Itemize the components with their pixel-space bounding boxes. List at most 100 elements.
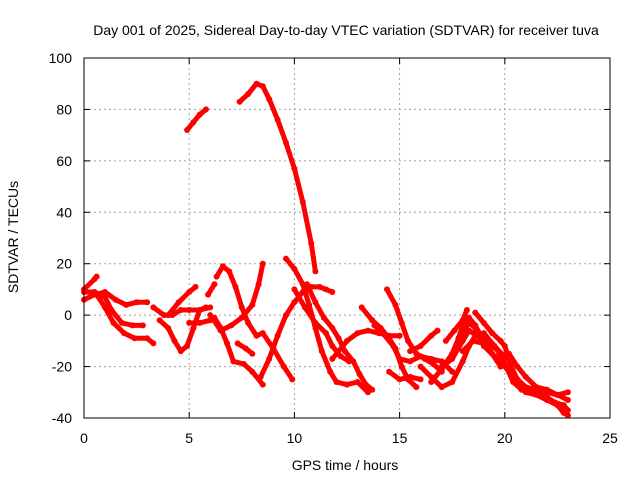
data-point xyxy=(350,358,357,365)
data-point xyxy=(93,291,100,298)
y-tick-label: 80 xyxy=(56,101,72,117)
data-point xyxy=(459,317,466,324)
data-point xyxy=(186,319,193,326)
data-point xyxy=(365,327,371,334)
y-axis-label: SDTVAR / TECUs xyxy=(5,181,21,293)
data-point xyxy=(280,363,287,370)
data-point xyxy=(358,304,365,311)
data-point xyxy=(564,412,571,419)
data-point xyxy=(291,299,298,306)
data-point xyxy=(259,330,266,337)
data-point xyxy=(407,348,414,355)
data-point xyxy=(356,371,363,378)
data-point xyxy=(312,268,319,275)
data-point xyxy=(522,389,529,396)
data-point xyxy=(156,317,163,324)
data-point xyxy=(449,353,456,360)
data-point xyxy=(118,319,125,326)
data-point xyxy=(226,268,233,275)
data-point xyxy=(533,391,540,398)
data-point xyxy=(354,330,361,337)
series-arc-31 xyxy=(459,337,498,355)
series-arc-15 xyxy=(234,340,256,357)
data-point xyxy=(329,289,336,295)
data-point xyxy=(186,289,193,295)
x-axis-label: GPS time / hours xyxy=(292,457,399,473)
data-point xyxy=(522,373,529,380)
grid-lines xyxy=(84,58,610,418)
data-point xyxy=(480,319,487,326)
data-point xyxy=(249,368,256,375)
data-point xyxy=(112,296,119,303)
data-point xyxy=(205,291,212,298)
data-point xyxy=(93,273,100,280)
data-point xyxy=(312,319,319,326)
data-point xyxy=(236,98,243,105)
data-point xyxy=(318,348,325,355)
series-line xyxy=(443,307,470,344)
data-point xyxy=(491,353,498,360)
data-point xyxy=(196,111,203,118)
data-point xyxy=(259,381,266,388)
data-point xyxy=(190,119,197,126)
data-point xyxy=(192,283,199,290)
data-point xyxy=(274,116,281,123)
data-point xyxy=(230,358,237,365)
data-point xyxy=(472,325,479,331)
data-point xyxy=(301,304,308,311)
data-point xyxy=(329,355,336,362)
data-point xyxy=(312,299,319,306)
data-point xyxy=(144,299,151,306)
data-point xyxy=(253,332,260,339)
data-point xyxy=(560,402,567,409)
data-point xyxy=(398,319,405,326)
data-point xyxy=(139,322,146,329)
data-point xyxy=(224,340,231,347)
series-arc-1 xyxy=(184,106,209,133)
series-arc-25 xyxy=(407,327,441,355)
data-point xyxy=(508,363,515,370)
data-point xyxy=(564,397,571,403)
data-point xyxy=(243,345,249,352)
data-point xyxy=(341,348,348,355)
data-point xyxy=(131,335,138,342)
data-point xyxy=(386,368,393,375)
series-line xyxy=(184,106,209,133)
y-tick-label: 40 xyxy=(56,204,72,220)
series-line xyxy=(418,330,508,390)
x-tick-label: 0 xyxy=(80,430,88,446)
data-point xyxy=(245,319,252,326)
data-point xyxy=(165,312,172,319)
data-point xyxy=(123,301,130,308)
data-point xyxy=(291,286,298,293)
data-point xyxy=(417,363,424,370)
data-point xyxy=(177,348,184,355)
data-point xyxy=(323,330,329,337)
data-point xyxy=(211,281,218,288)
data-point xyxy=(405,337,411,344)
y-tick-label: 60 xyxy=(56,153,72,169)
series-line xyxy=(460,338,497,354)
data-point xyxy=(259,260,266,267)
series-line xyxy=(165,284,198,318)
series-arc-6 xyxy=(93,291,157,347)
series-line xyxy=(407,328,440,354)
data-point xyxy=(428,379,435,385)
y-tick-label: -40 xyxy=(52,410,72,426)
chart-title: Day 001 of 2025, Sidereal Day-to-day VTE… xyxy=(93,22,599,38)
series-arc-24 xyxy=(386,368,424,383)
data-point xyxy=(316,283,323,290)
data-point xyxy=(150,340,157,347)
data-point xyxy=(554,402,561,409)
x-tick-label: 5 xyxy=(185,430,193,446)
series-arc-14 xyxy=(207,260,266,334)
series-arc-19 xyxy=(304,281,376,393)
data-point xyxy=(514,363,521,370)
data-point xyxy=(171,337,178,344)
series-arc-35 xyxy=(506,350,571,398)
data-point xyxy=(207,304,214,311)
series-arc-10 xyxy=(186,317,214,326)
data-point xyxy=(457,332,464,339)
data-point xyxy=(291,165,298,172)
data-point xyxy=(255,281,262,288)
